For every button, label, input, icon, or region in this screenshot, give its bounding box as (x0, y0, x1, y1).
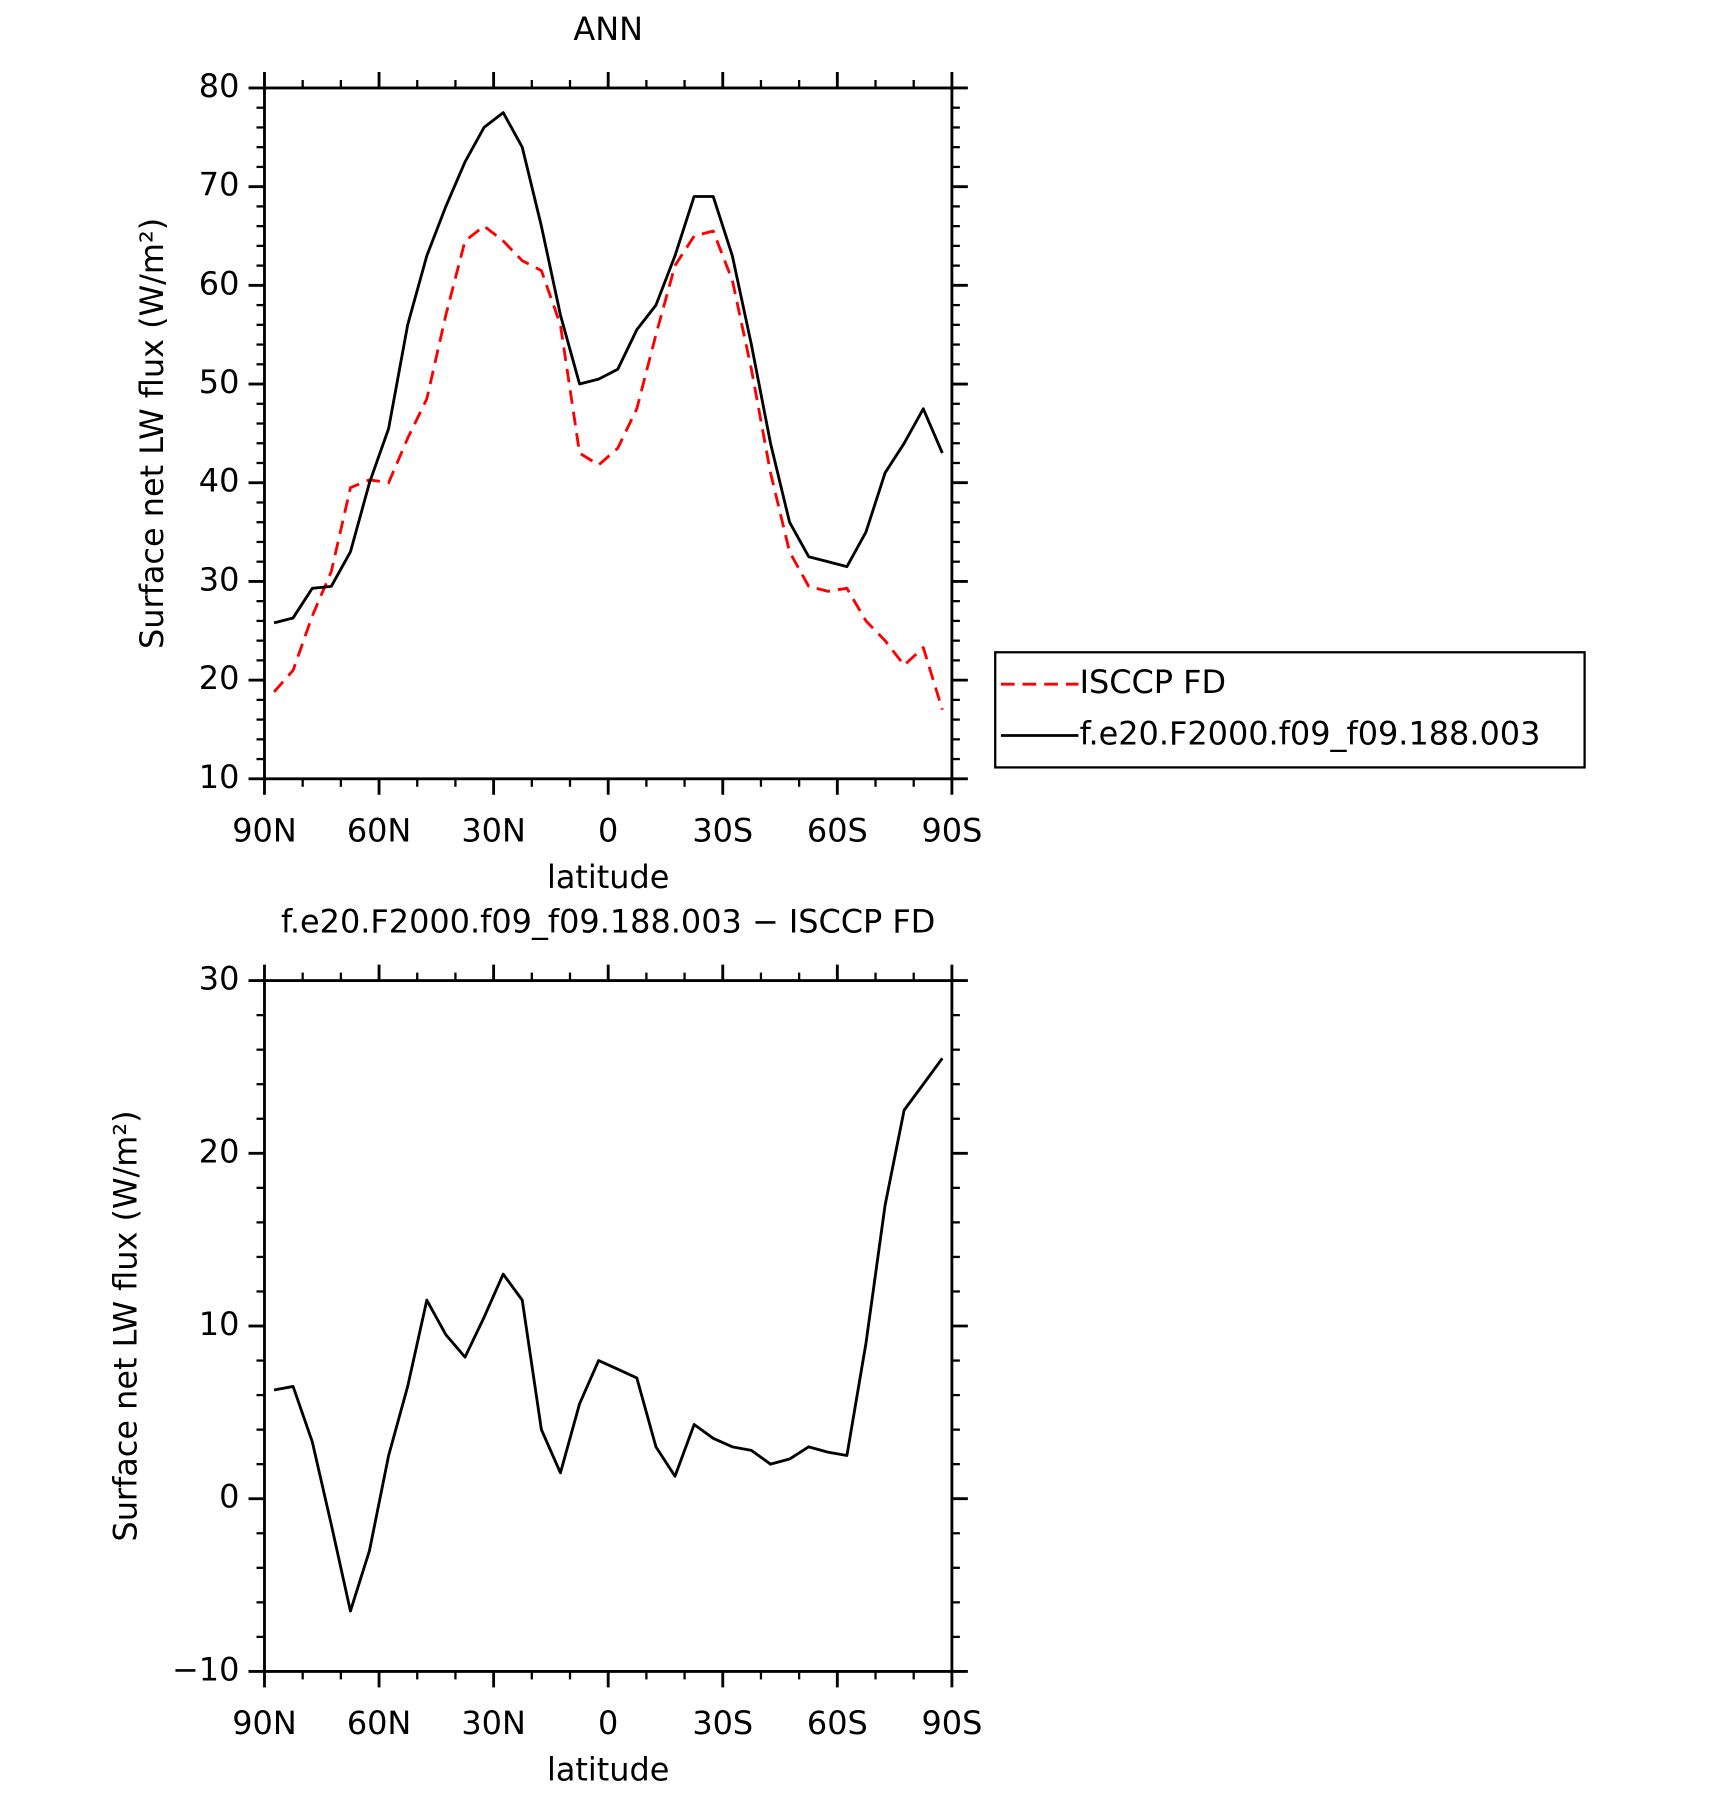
x-tick-label: 60N (347, 811, 411, 849)
chart-title: ANN (573, 10, 643, 48)
x-tick-label: 60S (807, 811, 868, 849)
x-tick-label: 30S (692, 811, 753, 849)
y-tick-label: 10 (199, 1305, 240, 1343)
y-tick-label: 0 (219, 1478, 239, 1516)
x-tick-label: 60S (807, 1704, 868, 1742)
x-tick-label: 30N (461, 811, 525, 849)
plot-frame (263, 86, 954, 781)
y-tick-label: 10 (199, 758, 240, 796)
y-tick-label: 50 (199, 363, 240, 401)
y-tick-label: 80 (199, 67, 240, 105)
y-tick-label: 30 (199, 560, 240, 598)
x-tick-label: 0 (598, 811, 618, 849)
x-tick-label: 90N (232, 1704, 296, 1742)
y-tick-label: 70 (199, 166, 240, 204)
x-tick-label: 0 (598, 1704, 618, 1742)
x-tick-label: 90S (921, 1704, 982, 1742)
y-axis-label: Surface net LW flux (W/m²) (133, 218, 171, 649)
x-axis-label: latitude (547, 858, 669, 896)
y-tick-label: 40 (199, 462, 240, 500)
x-tick-label: 30S (692, 1704, 753, 1742)
y-tick-label: −10 (172, 1650, 239, 1688)
data-line (272, 224, 944, 711)
x-tick-label: 30N (461, 1704, 525, 1742)
legend-label: ISCCP FD (1080, 663, 1227, 701)
x-tick-label: 60N (347, 1704, 411, 1742)
y-tick-label: 60 (199, 264, 240, 302)
y-tick-label: 30 (199, 960, 240, 998)
x-axis-label: latitude (547, 1751, 669, 1789)
y-tick-label: 20 (199, 659, 240, 697)
x-tick-label: 90S (921, 811, 982, 849)
y-tick-label: 20 (199, 1132, 240, 1170)
data-line (273, 111, 944, 625)
legend-label: f.e20.F2000.f09_f09.188.003 (1080, 714, 1541, 752)
plot-frame (263, 979, 954, 1673)
data-line (273, 1057, 944, 1613)
x-tick-label: 90N (232, 811, 296, 849)
y-axis-label: Surface net LW flux (W/m²) (107, 1110, 145, 1541)
chart-title: f.e20.F2000.f09_f09.188.003 − ISCCP FD (281, 903, 935, 941)
legend-box (994, 651, 1586, 769)
